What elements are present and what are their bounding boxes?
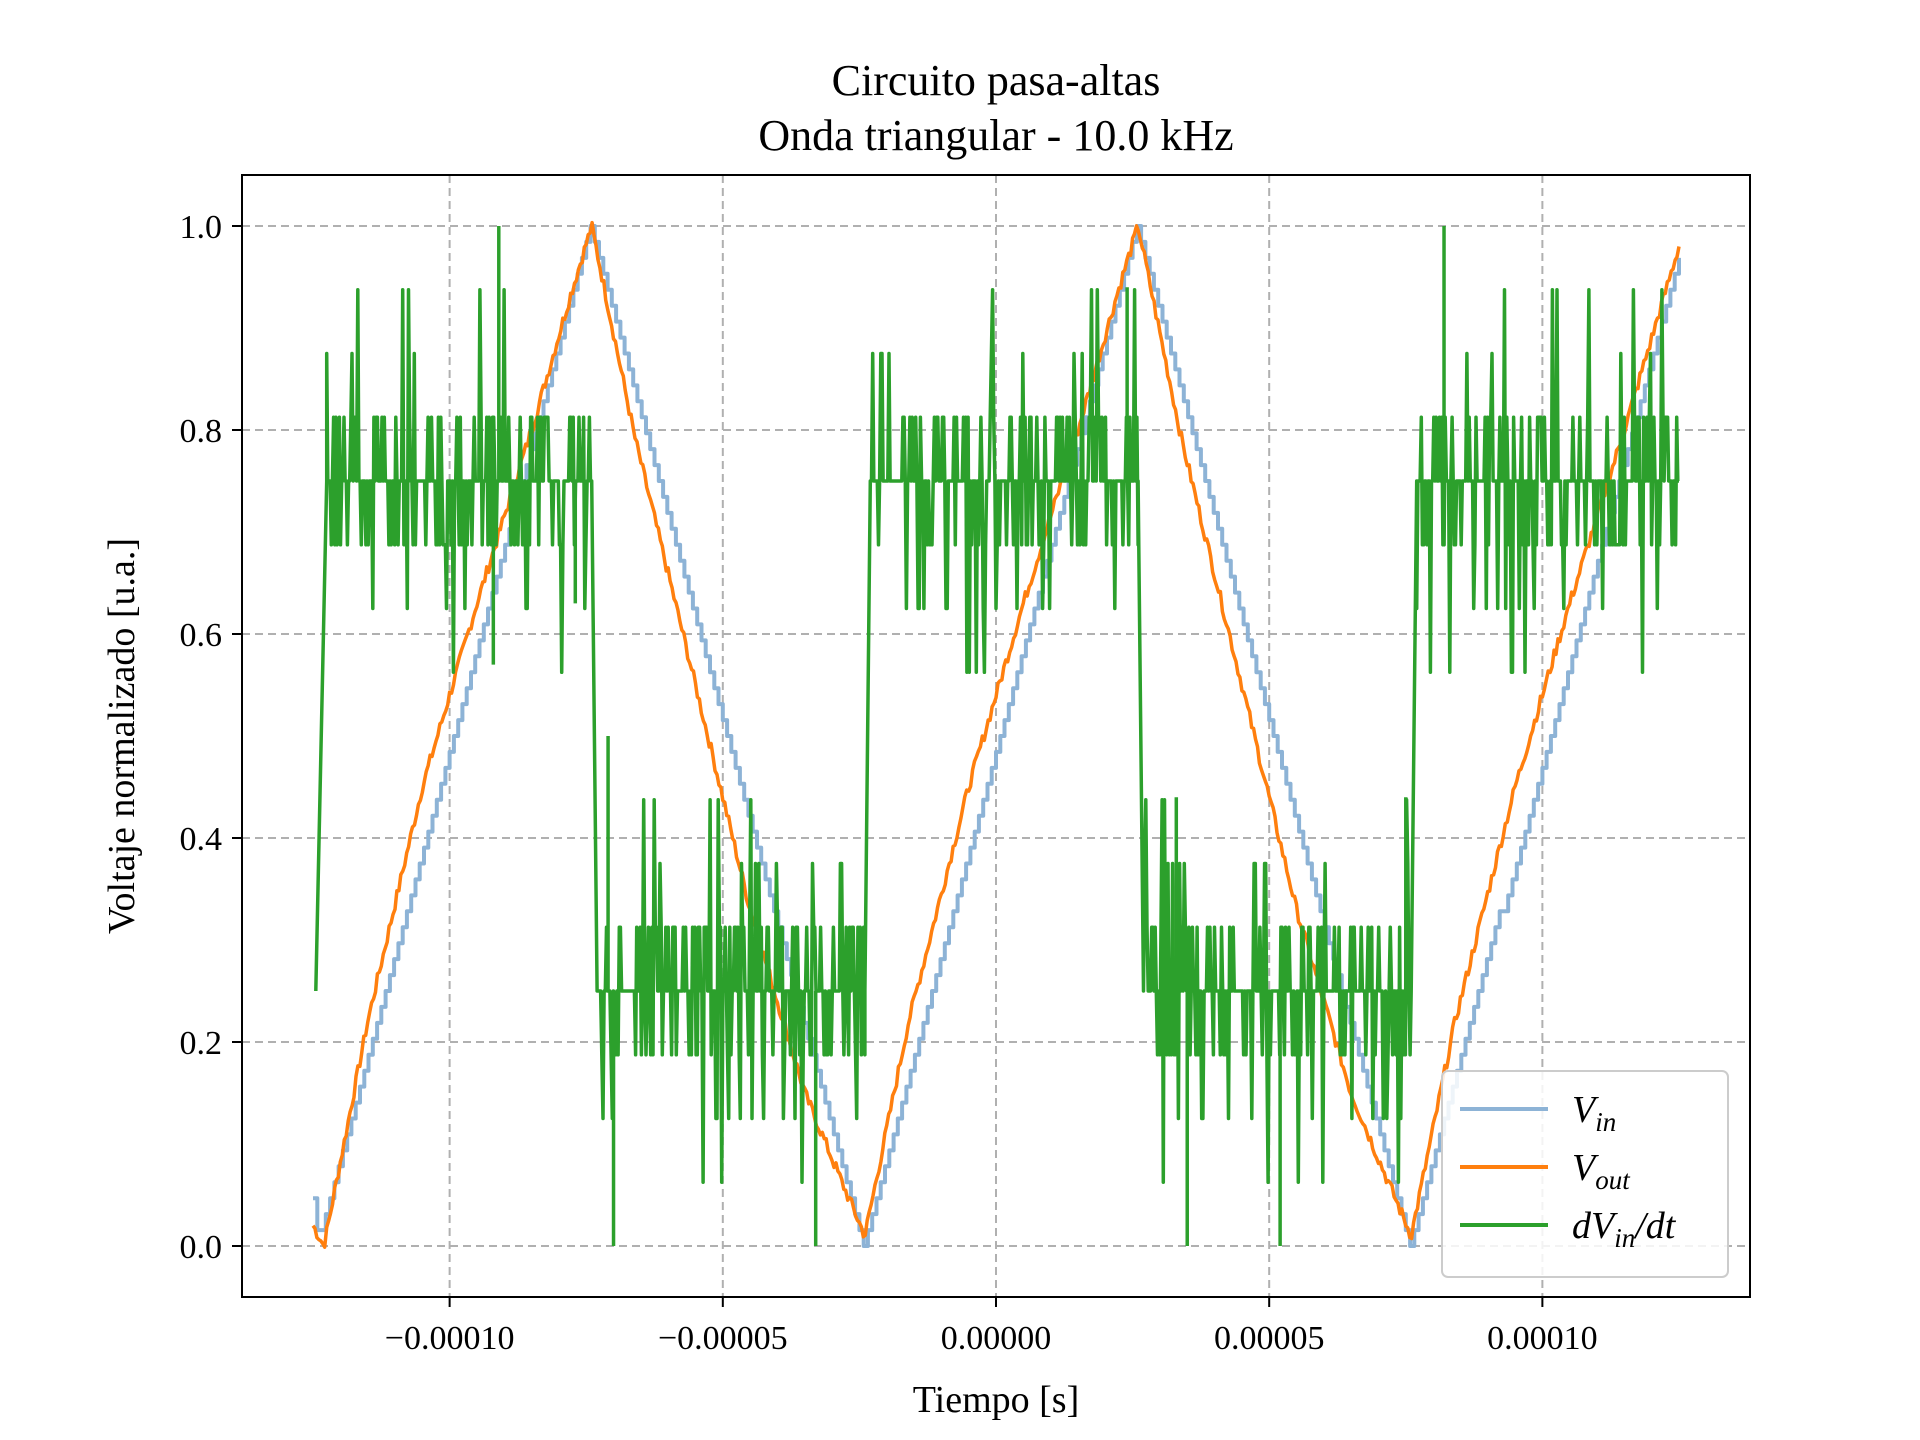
series-line-vout [311, 220, 1681, 1249]
y-tick-label: 0.2 [180, 1025, 223, 1062]
x-axis-label: Tiempo [s] [913, 1379, 1079, 1421]
legend-label-sub: out [1595, 1165, 1631, 1195]
y-tick-label: 1.0 [180, 209, 223, 246]
series-line-dvin [314, 288, 1680, 1185]
chart-subtitle: Onda triangular - 10.0 kHz [758, 111, 1233, 160]
y-tick-label: 0.6 [180, 617, 223, 654]
y-axis: 0.0 0.2 0.4 0.6 0.8 1.0 [180, 209, 242, 1266]
chart-title: Circuito pasa-altas [832, 56, 1161, 105]
legend-label-suffix: /dt [1633, 1205, 1677, 1247]
x-axis: −0.00010 −0.00005 0.00000 0.00005 0.00010 [385, 1297, 1598, 1357]
legend-label-main: V [1572, 1089, 1599, 1131]
legend-label-sub: in [1595, 1107, 1616, 1137]
series-layer [311, 220, 1681, 1249]
y-tick-label: 0.0 [180, 1229, 223, 1266]
x-tick-label: −0.00010 [385, 1320, 515, 1357]
legend-label: Vin [1572, 1089, 1616, 1137]
x-tick-label: −0.00005 [658, 1320, 788, 1357]
x-tick-label: 0.00000 [941, 1320, 1052, 1357]
y-axis-label: Voltaje normalizado [u.a.] [101, 538, 143, 934]
x-tick-label: 0.00005 [1214, 1320, 1325, 1357]
x-tick-label: 0.00010 [1487, 1320, 1598, 1357]
y-tick-label: 0.4 [180, 821, 223, 858]
legend-label: Vout [1572, 1147, 1631, 1195]
legend-label: dVin/dt [1572, 1205, 1677, 1253]
legend-label-sub: in [1614, 1223, 1635, 1253]
legend-label-main: V [1572, 1147, 1599, 1189]
y-tick-label: 0.8 [180, 413, 223, 450]
legend-label-main: dV [1572, 1205, 1618, 1247]
